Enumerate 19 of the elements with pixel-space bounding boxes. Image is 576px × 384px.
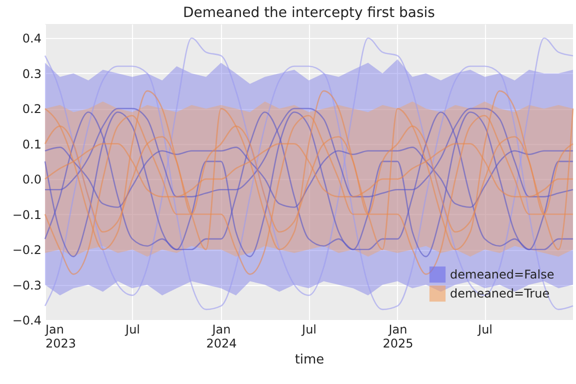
x-tick-label: Jan 2025 — [382, 322, 414, 350]
x-tick-label: Jul — [124, 322, 140, 336]
y-tick-label: −0.1 — [12, 208, 42, 222]
x-tick-label: Jul — [301, 322, 316, 336]
y-tick-label: −0.2 — [12, 243, 42, 258]
y-tick-label: 0.2 — [22, 102, 42, 116]
chart-title: Demeaned the intercepty first basis — [183, 5, 435, 21]
y-tick-label: −0.4 — [12, 314, 42, 328]
y-tick-label: 0.3 — [22, 66, 42, 81]
y-tick-label: −0.3 — [12, 278, 42, 292]
y-tick-label: 0.4 — [22, 32, 42, 46]
y-tick-label: 0.0 — [22, 172, 42, 187]
x-axis-title: time — [294, 352, 324, 368]
y-tick-label: 0.1 — [22, 137, 42, 152]
x-tick-label: Jan 2023 — [44, 322, 76, 350]
legend-label: demeaned=True — [450, 286, 550, 300]
legend-label: demeaned=False — [450, 268, 554, 282]
x-tick-label: Jan 2024 — [206, 322, 237, 350]
x-tick-label: Jul — [477, 322, 492, 336]
